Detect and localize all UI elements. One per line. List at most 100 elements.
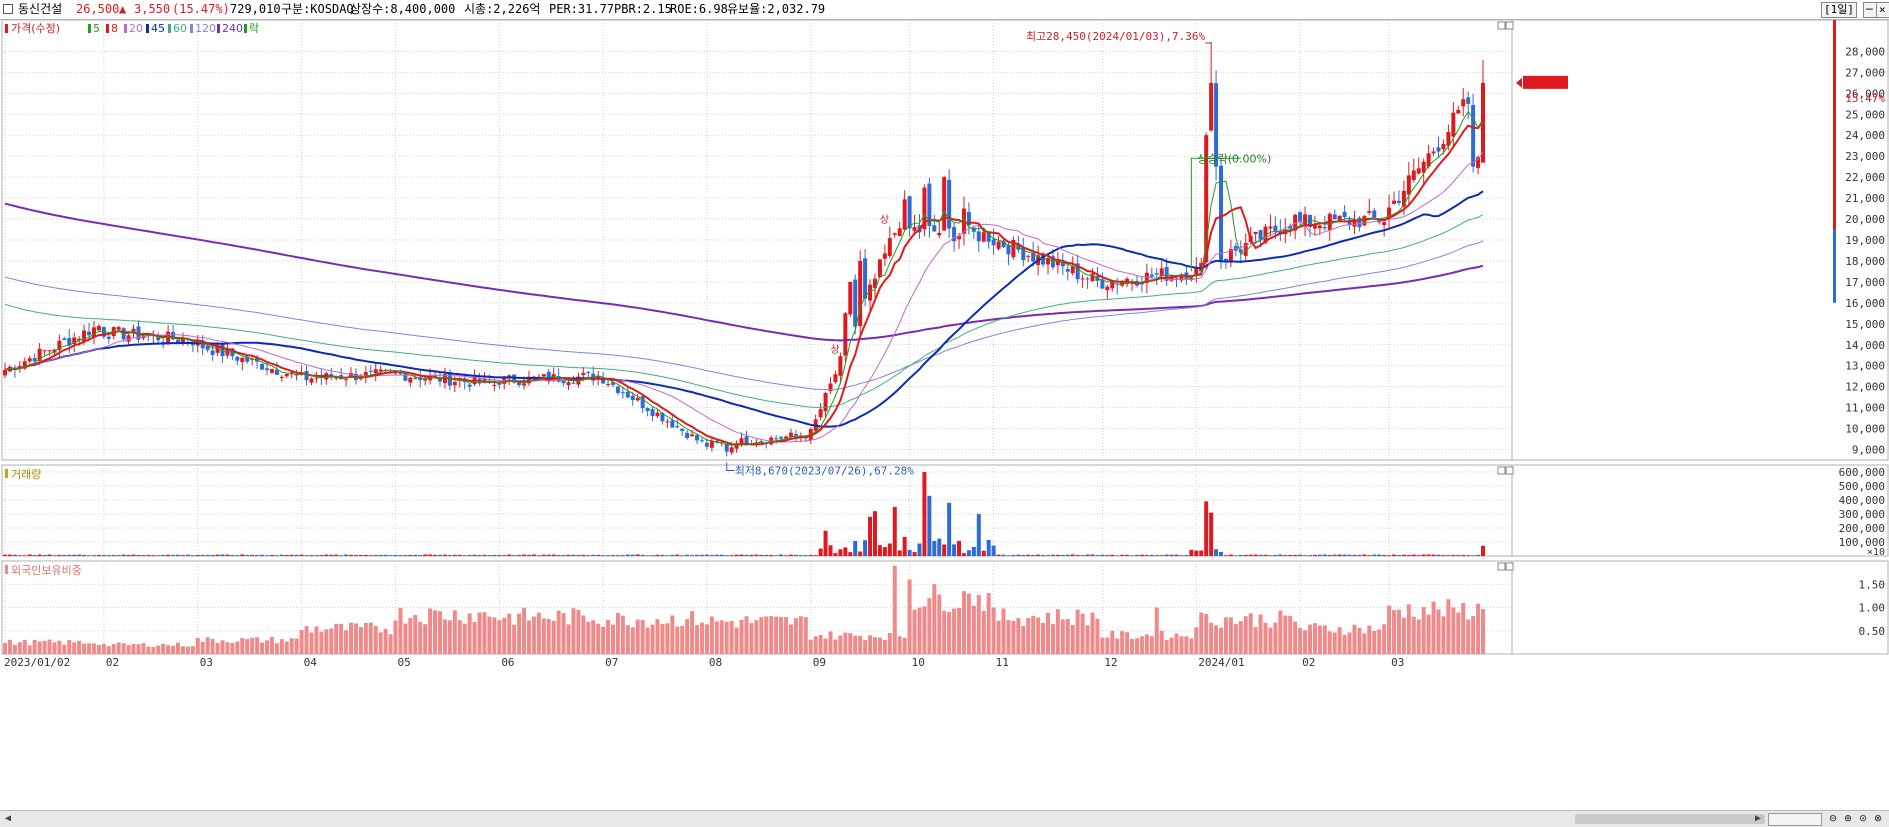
volume-bar — [531, 554, 536, 556]
volume-bar — [245, 554, 250, 556]
candle-body — [872, 278, 877, 289]
foreign-bar — [111, 644, 116, 654]
candle-body — [1436, 147, 1441, 152]
volume-bar — [872, 511, 877, 556]
foreign-bar — [304, 626, 309, 654]
foreign-bar — [1209, 622, 1214, 654]
volume-bar — [240, 554, 245, 556]
foreign-bar — [1411, 616, 1416, 654]
volume-value: 729,010 — [230, 2, 281, 16]
candle-body — [645, 407, 650, 411]
candle-body — [704, 442, 709, 447]
scroll-right-icon[interactable]: ▶ — [1754, 813, 1762, 824]
stock-chart[interactable]: 9,000 10,000 11,000 12,000 13,000 14,000 15,00… — [0, 19, 1889, 810]
foreign-bar — [1387, 605, 1392, 654]
candle-body — [986, 232, 991, 242]
foreign-bar — [487, 616, 492, 654]
volume-bar — [1401, 554, 1406, 556]
candle-body — [957, 235, 962, 240]
period-selector[interactable]: [1일] — [1821, 2, 1857, 18]
foreign-bar — [699, 622, 704, 654]
volume-bar — [185, 554, 190, 556]
foreign-bar — [650, 624, 655, 654]
volume-bar — [349, 554, 354, 556]
foreign-bar — [1421, 607, 1426, 654]
foreign-bar — [284, 641, 289, 654]
foreign-bar — [1396, 609, 1401, 654]
candle-body — [1352, 218, 1357, 227]
foreign-bar — [937, 594, 942, 654]
zoom-out-icon[interactable]: ⊖ — [1829, 811, 1837, 825]
volume-bar — [477, 554, 482, 556]
ma45-line — [4, 190, 1484, 428]
candle-body — [823, 392, 828, 412]
foreign-bar — [961, 591, 966, 654]
zoom-fit-icon[interactable]: ⊗ — [1874, 811, 1882, 825]
zoom-slider[interactable] — [1768, 813, 1822, 826]
candle-body — [675, 426, 680, 428]
volume-bar — [1446, 555, 1451, 556]
candle-body — [87, 331, 92, 336]
foreign-bar — [482, 612, 487, 654]
candle-body — [1312, 225, 1317, 229]
candle-body — [1273, 225, 1278, 232]
current-price: 26,500 — [76, 2, 120, 16]
price-tick-label: 11,000 — [1845, 402, 1885, 415]
foreign-bar — [37, 641, 42, 654]
volume-tick-label: 400,000 — [1839, 494, 1885, 507]
candle-body — [1228, 249, 1233, 262]
scroll-thumb[interactable] — [1575, 814, 1765, 824]
foreign-bar — [922, 606, 927, 654]
candle-body — [1080, 278, 1085, 280]
panel-close-icon[interactable]: × — [1876, 2, 1889, 18]
foreign-bar — [1317, 625, 1322, 654]
volume-bar — [739, 554, 744, 556]
foreign-bar — [1139, 636, 1144, 654]
candle-body — [1476, 157, 1481, 169]
x-tick-label: 10 — [912, 656, 925, 669]
foreign-bar — [156, 645, 161, 654]
volume-bar — [299, 554, 304, 556]
foreign-bar — [408, 617, 413, 654]
select-checkbox[interactable] — [3, 4, 13, 14]
foreign-bar — [793, 618, 798, 654]
volume-bar — [1070, 554, 1075, 556]
volume-bar — [403, 555, 408, 556]
current-price-tag — [1523, 75, 1568, 89]
zoom-in-icon[interactable]: ⊕ — [1844, 811, 1852, 825]
foreign-bar — [709, 616, 714, 654]
foreign-bar — [264, 640, 269, 654]
chart-scrollbar[interactable]: ◀ ▶ ⊖ ⊕ ⊙ ⊗ — [0, 810, 1889, 827]
volume-bar — [1317, 554, 1322, 556]
zoom-reset-icon[interactable]: ⊙ — [1859, 811, 1867, 825]
candle-body — [892, 233, 897, 235]
volume-bar — [581, 554, 586, 556]
volume-bar — [1219, 551, 1224, 556]
volume-bar — [373, 555, 378, 556]
candle-body — [853, 279, 858, 327]
candle-body — [57, 340, 62, 350]
volume-bar — [551, 554, 556, 556]
volume-bar — [1036, 554, 1041, 556]
foreign-bar — [635, 619, 640, 654]
volume-bar — [1001, 554, 1006, 556]
foreign-bar — [121, 643, 126, 654]
x-tick-label: 08 — [709, 656, 722, 669]
x-tick-label: 06 — [501, 656, 514, 669]
foreign-bar — [250, 637, 255, 654]
candle-body — [887, 238, 892, 256]
foreign-bar — [1031, 615, 1036, 654]
candle-body — [1367, 211, 1372, 213]
candle-body — [166, 331, 171, 345]
foreign-bar — [462, 623, 467, 654]
scroll-left-icon[interactable]: ◀ — [4, 813, 12, 824]
candle-body — [971, 227, 976, 232]
volume-bar — [714, 554, 719, 556]
candle-body — [393, 372, 398, 374]
candle-body — [606, 384, 611, 386]
candle-body — [418, 377, 423, 381]
volume-bar — [1258, 554, 1263, 556]
volume-bar — [1461, 554, 1466, 556]
volume-bar — [255, 554, 260, 556]
candle-body — [91, 327, 96, 338]
